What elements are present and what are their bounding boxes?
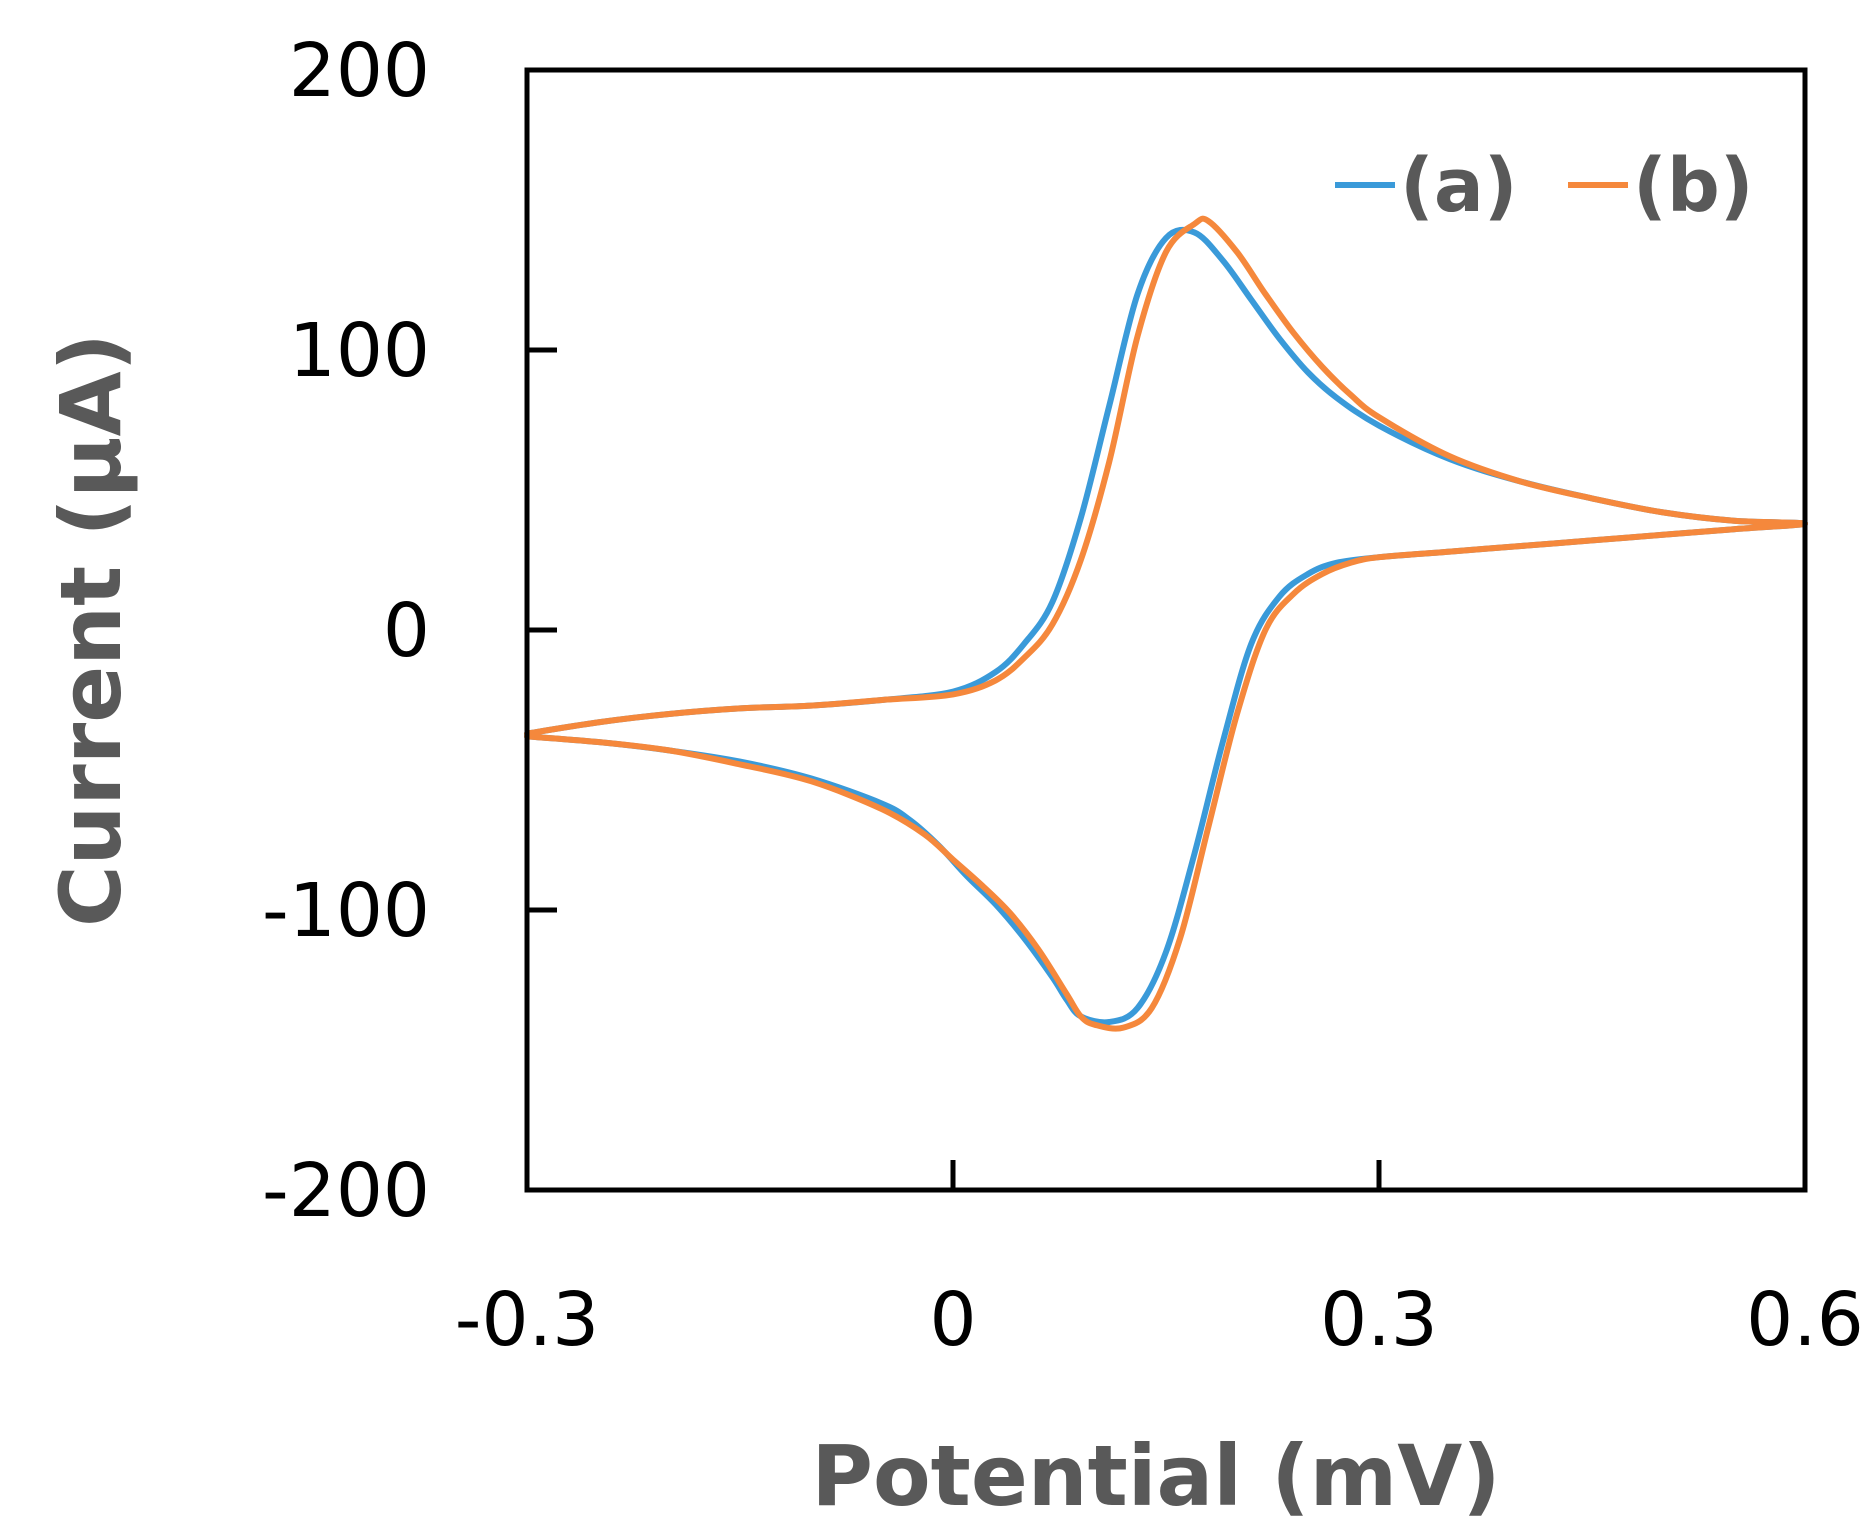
y-tick-label: 100 <box>289 308 430 394</box>
y-tick-label: -100 <box>262 868 430 954</box>
series-layer <box>524 215 1808 1032</box>
plot-area-frame <box>524 67 1808 1193</box>
x-tick-label: 0.3 <box>1320 1277 1438 1363</box>
y-axis-title: Current (μA) <box>42 333 140 927</box>
legend-label-a: (a) <box>1400 143 1518 229</box>
y-tick-label: -200 <box>262 1148 430 1234</box>
x-tick-label: 0 <box>929 1277 976 1363</box>
x-axis-title: Potential (mV) <box>811 1427 1500 1525</box>
y-tick-label: 0 <box>383 588 430 674</box>
x-tick-label: 0.6 <box>1746 1277 1864 1363</box>
legend: (a) (b) <box>1335 143 1754 229</box>
series-line-a <box>524 226 1808 1026</box>
series-line-b <box>524 215 1808 1032</box>
x-tick-label: -0.3 <box>455 1277 599 1363</box>
y-tick-label: 200 <box>289 28 430 114</box>
ticks-layer: -200 -100 0 100 200 -0.3 0 0.3 0.6 <box>262 28 1864 1363</box>
legend-label-b: (b) <box>1633 143 1754 229</box>
